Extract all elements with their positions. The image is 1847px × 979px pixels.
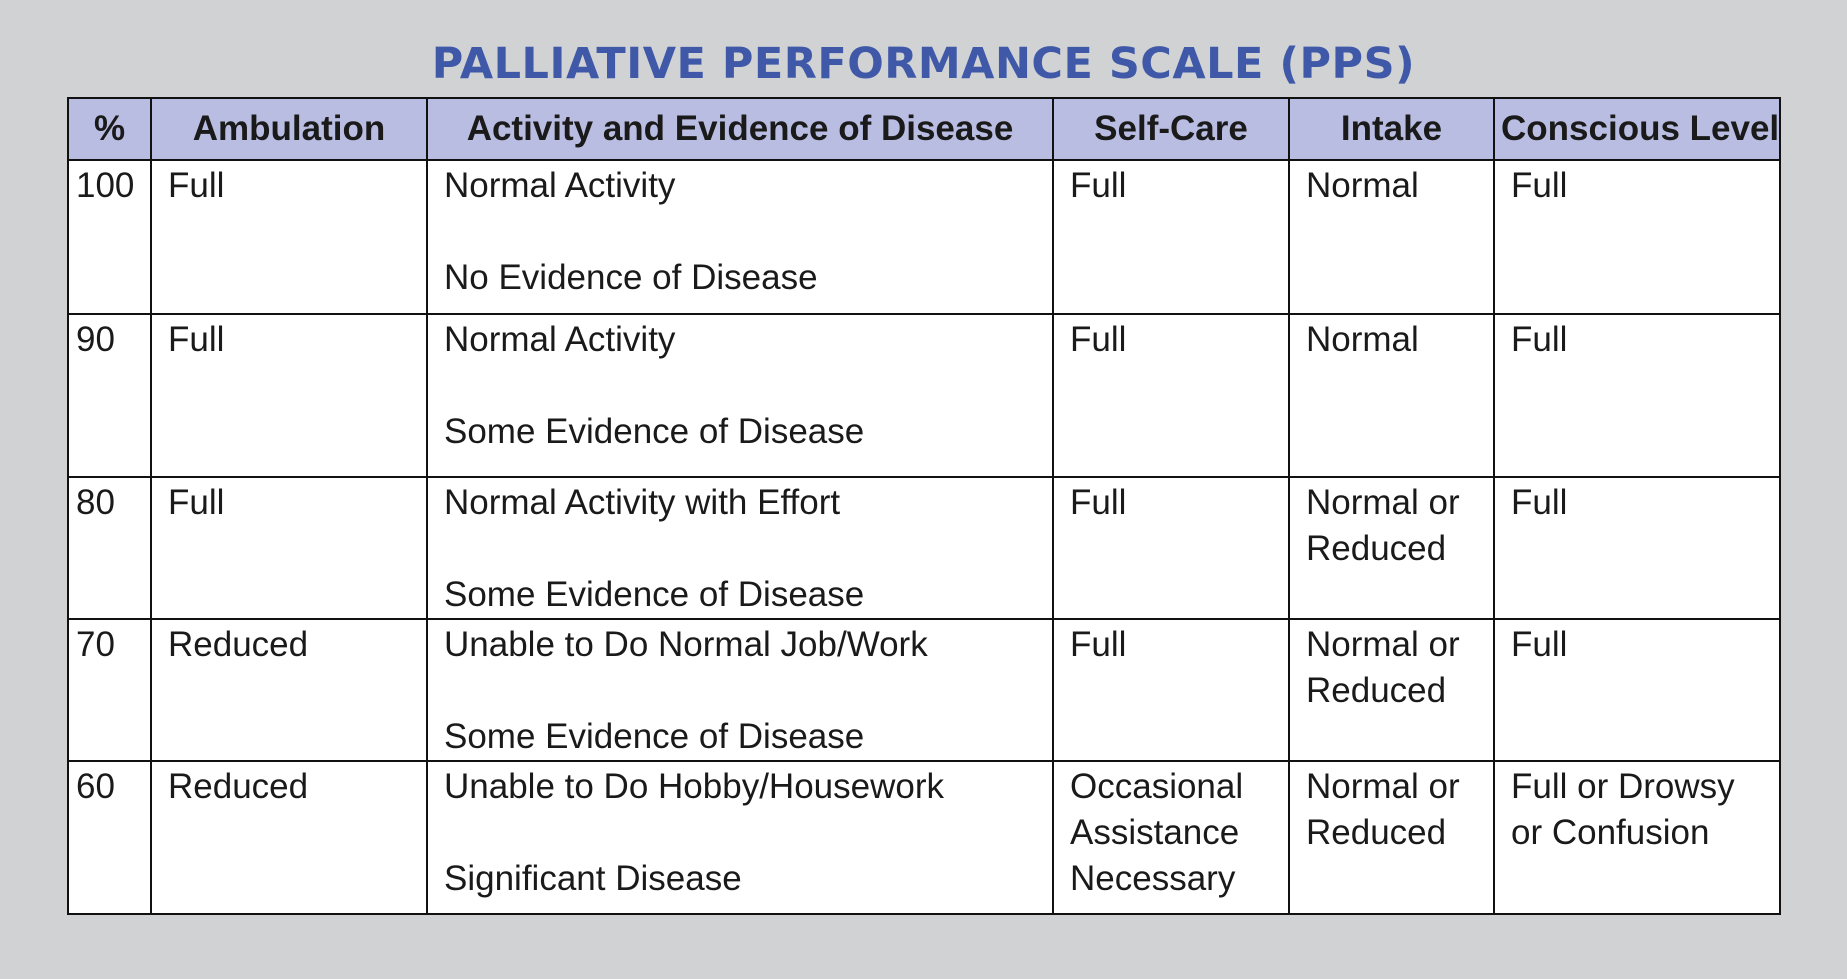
conscious-level-text: Full xyxy=(1511,320,1568,359)
percent-cell: 70 xyxy=(67,618,152,762)
intake-text: Reduced xyxy=(1306,529,1447,568)
conscious-level-text: Full or Drowsy xyxy=(1511,767,1735,806)
pps-table: % Ambulation Activity and Evidence of Di… xyxy=(67,97,1781,915)
ambulation-cell: Full xyxy=(150,476,428,620)
header-ambulation: Ambulation xyxy=(150,97,428,161)
activity-text: Normal Activity xyxy=(444,320,676,359)
intake-cell: Normal xyxy=(1288,159,1495,315)
intake-cell: Normal or Reduced xyxy=(1288,760,1495,915)
ambulation-cell: Reduced xyxy=(150,760,428,915)
activity-cell: Normal Activity No Evidence of Disease xyxy=(426,159,1054,315)
table-row: 100 Full Normal Activity No Evidence of … xyxy=(67,159,1781,315)
disease-evidence-text: Some Evidence of Disease xyxy=(444,575,865,614)
conscious-level-text: or Confusion xyxy=(1511,813,1710,852)
intake-text: Normal or xyxy=(1306,767,1460,806)
self-care-text: Full xyxy=(1070,320,1127,359)
self-care-cell: Full xyxy=(1052,159,1290,315)
disease-evidence-text: Significant Disease xyxy=(444,859,742,898)
conscious-level-cell: Full or Drowsy or Confusion xyxy=(1493,760,1781,915)
activity-text: Unable to Do Hobby/Housework xyxy=(444,767,944,806)
intake-cell: Normal or Reduced xyxy=(1288,476,1495,620)
self-care-cell: Occasional Assistance Necessary xyxy=(1052,760,1290,915)
self-care-text: Assistance xyxy=(1070,813,1240,852)
self-care-text: Necessary xyxy=(1070,859,1236,898)
activity-cell: Normal Activity Some Evidence of Disease xyxy=(426,313,1054,478)
page-title: PALLIATIVE PERFORMANCE SCALE (PPS) xyxy=(431,39,1416,89)
header-percent: % xyxy=(67,97,152,161)
conscious-level-text: Full xyxy=(1511,483,1568,522)
header-activity: Activity and Evidence of Disease xyxy=(426,97,1054,161)
conscious-level-cell: Full xyxy=(1493,618,1781,762)
activity-text: Unable to Do Normal Job/Work xyxy=(444,625,928,664)
intake-cell: Normal xyxy=(1288,313,1495,478)
activity-text: Normal Activity xyxy=(444,166,676,205)
activity-text: Normal Activity with Effort xyxy=(444,483,841,522)
table-row: 60 Reduced Unable to Do Hobby/Housework … xyxy=(67,760,1781,915)
intake-text: Normal or xyxy=(1306,625,1460,664)
activity-cell: Normal Activity with Effort Some Evidenc… xyxy=(426,476,1054,620)
intake-text: Reduced xyxy=(1306,813,1447,852)
intake-cell: Normal or Reduced xyxy=(1288,618,1495,762)
self-care-cell: Full xyxy=(1052,313,1290,478)
self-care-text: Full xyxy=(1070,166,1127,205)
ambulation-cell: Full xyxy=(150,313,428,478)
disease-evidence-text: No Evidence of Disease xyxy=(444,258,818,297)
self-care-text: Occasional xyxy=(1070,767,1244,806)
percent-cell: 100 xyxy=(67,159,152,315)
self-care-cell: Full xyxy=(1052,476,1290,620)
conscious-level-cell: Full xyxy=(1493,313,1781,478)
self-care-cell: Full xyxy=(1052,618,1290,762)
table-row: 70 Reduced Unable to Do Normal Job/Work … xyxy=(67,618,1781,762)
disease-evidence-text: Some Evidence of Disease xyxy=(444,717,865,756)
intake-text: Normal or xyxy=(1306,483,1460,522)
ambulation-cell: Reduced xyxy=(150,618,428,762)
header-intake: Intake xyxy=(1288,97,1495,161)
header-self-care: Self-Care xyxy=(1052,97,1290,161)
header-conscious-level: Conscious Level xyxy=(1493,97,1781,161)
intake-text: Normal xyxy=(1306,166,1419,205)
percent-cell: 60 xyxy=(67,760,152,915)
intake-text: Normal xyxy=(1306,320,1419,359)
table-row: 80 Full Normal Activity with Effort Some… xyxy=(67,476,1781,620)
table-row: 90 Full Normal Activity Some Evidence of… xyxy=(67,313,1781,478)
table-header-row: % Ambulation Activity and Evidence of Di… xyxy=(67,97,1781,161)
disease-evidence-text: Some Evidence of Disease xyxy=(444,412,865,451)
intake-text: Reduced xyxy=(1306,671,1447,710)
percent-cell: 90 xyxy=(67,313,152,478)
ambulation-cell: Full xyxy=(150,159,428,315)
activity-cell: Unable to Do Hobby/Housework Significant… xyxy=(426,760,1054,915)
conscious-level-cell: Full xyxy=(1493,159,1781,315)
percent-cell: 80 xyxy=(67,476,152,620)
self-care-text: Full xyxy=(1070,625,1127,664)
conscious-level-text: Full xyxy=(1511,625,1568,664)
self-care-text: Full xyxy=(1070,483,1127,522)
activity-cell: Unable to Do Normal Job/Work Some Eviden… xyxy=(426,618,1054,762)
conscious-level-text: Full xyxy=(1511,166,1568,205)
conscious-level-cell: Full xyxy=(1493,476,1781,620)
